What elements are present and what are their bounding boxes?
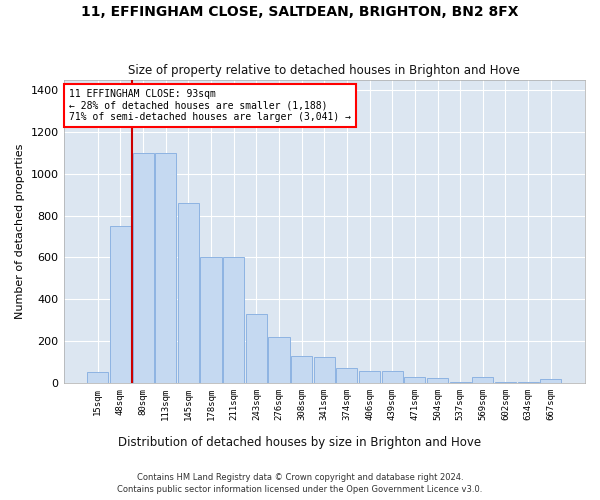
- Text: Contains public sector information licensed under the Open Government Licence v3: Contains public sector information licen…: [118, 484, 482, 494]
- Bar: [337, 368, 358, 383]
- Text: Contains HM Land Registry data © Crown copyright and database right 2024.: Contains HM Land Registry data © Crown c…: [137, 473, 463, 482]
- Bar: [449, 382, 470, 383]
- Bar: [291, 356, 312, 383]
- Bar: [382, 372, 403, 383]
- Bar: [404, 376, 425, 383]
- Bar: [155, 153, 176, 383]
- Y-axis label: Number of detached properties: Number of detached properties: [15, 144, 25, 319]
- Bar: [110, 226, 131, 383]
- Bar: [518, 382, 539, 383]
- Text: 11, EFFINGHAM CLOSE, SALTDEAN, BRIGHTON, BN2 8FX: 11, EFFINGHAM CLOSE, SALTDEAN, BRIGHTON,…: [81, 5, 519, 19]
- Bar: [427, 378, 448, 383]
- Bar: [200, 258, 221, 383]
- Bar: [472, 376, 493, 383]
- Text: Distribution of detached houses by size in Brighton and Hove: Distribution of detached houses by size …: [118, 436, 482, 449]
- Bar: [314, 356, 335, 383]
- Bar: [223, 258, 244, 383]
- Text: 11 EFFINGHAM CLOSE: 93sqm
← 28% of detached houses are smaller (1,188)
71% of se: 11 EFFINGHAM CLOSE: 93sqm ← 28% of detac…: [69, 88, 351, 122]
- Bar: [87, 372, 109, 383]
- Bar: [495, 382, 516, 383]
- Bar: [133, 153, 154, 383]
- Bar: [178, 203, 199, 383]
- Title: Size of property relative to detached houses in Brighton and Hove: Size of property relative to detached ho…: [128, 64, 520, 77]
- Bar: [359, 372, 380, 383]
- Bar: [246, 314, 267, 383]
- Bar: [268, 337, 290, 383]
- Bar: [540, 378, 561, 383]
